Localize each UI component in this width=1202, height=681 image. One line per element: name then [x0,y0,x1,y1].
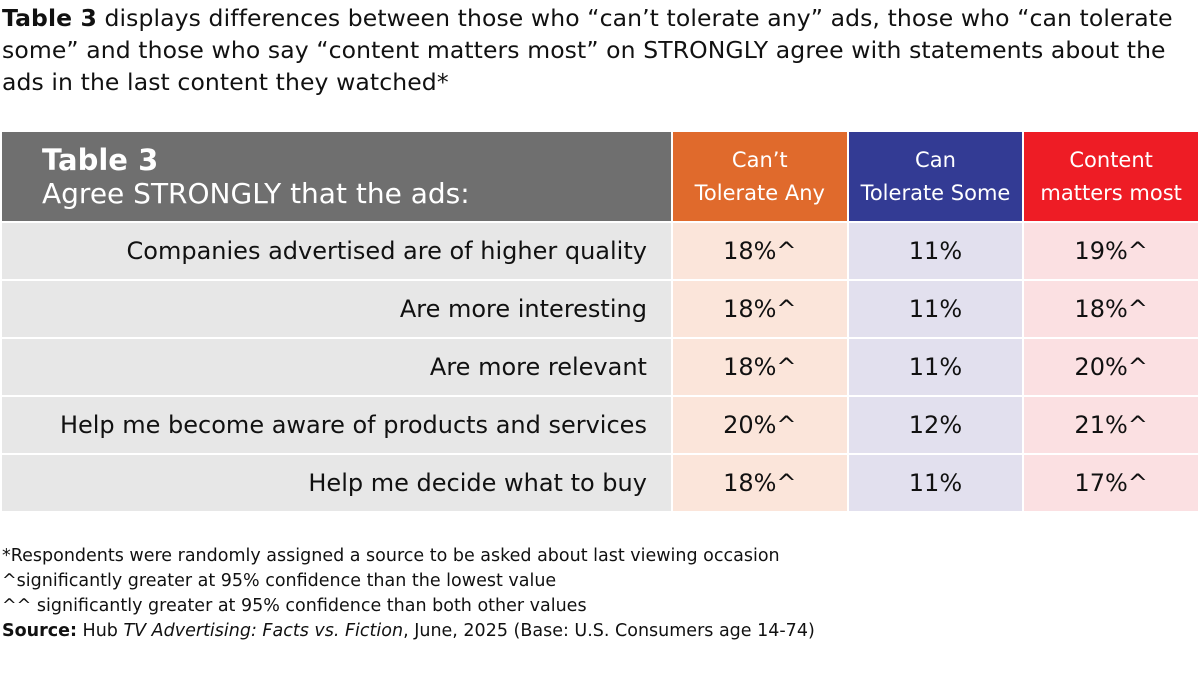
table-subtitle: Agree STRONGLY that the ads: [42,176,470,210]
data-table: Table 3 Agree STRONGLY that the ads: Can… [2,132,1198,511]
cell-cant-tolerate-any: 20%^ [670,395,847,453]
row-label: Help me decide what to buy [2,453,671,511]
cell-can-tolerate-some: 11% [846,337,1023,395]
cell-can-tolerate-some: 12% [846,395,1023,453]
source-label: Source: [2,621,77,641]
table-header-row: Table 3 Agree STRONGLY that the ads: Can… [2,132,1198,221]
cell-cant-tolerate-any: 18%^ [670,279,847,337]
intro-bold-lead: Table 3 [2,4,97,32]
table-row: Help me become aware of products and ser… [2,395,1198,453]
cell-content-matters-most: 19%^ [1022,221,1198,279]
table-row: Help me decide what to buy 18%^ 11% 17%^ [2,453,1198,511]
intro-text: displays differences between those who “… [2,4,1173,96]
row-label: Companies advertised are of higher quali… [2,221,671,279]
cell-cant-tolerate-any: 18%^ [670,337,847,395]
cell-cant-tolerate-any: 18%^ [670,453,847,511]
source-pre: Hub [76,621,124,641]
source-title: TV Advertising: Facts vs. Fiction [123,621,404,641]
column-header-can-tolerate-some: Can Tolerate Some [846,132,1023,221]
column-header-line2: matters most [1040,180,1182,205]
row-label: Help me become aware of products and ser… [2,395,671,453]
table-row: Are more interesting 18%^ 11% 18%^ [2,279,1198,337]
column-header-line1: Content [1069,147,1153,172]
cell-content-matters-most: 18%^ [1022,279,1198,337]
column-header-line2: Tolerate Any [694,180,825,205]
footnotes: *Respondents were randomly assigned a so… [2,544,1192,644]
row-label: Are more relevant [2,337,671,395]
cell-cant-tolerate-any: 18%^ [670,221,847,279]
cell-can-tolerate-some: 11% [846,279,1023,337]
table-header-title: Table 3 Agree STRONGLY that the ads: [2,132,671,221]
intro-paragraph: Table 3 displays differences between tho… [2,2,1198,98]
cell-can-tolerate-some: 11% [846,221,1023,279]
column-header-line1: Can’t [731,147,788,172]
column-header-cant-tolerate-any: Can’t Tolerate Any [670,132,847,221]
footnote-double-caret: ^^ significantly greater at 95% confiden… [2,596,587,616]
cell-can-tolerate-some: 11% [846,453,1023,511]
table-row: Are more relevant 18%^ 11% 20%^ [2,337,1198,395]
column-header-content-matters-most: Content matters most [1022,132,1198,221]
cell-content-matters-most: 17%^ [1022,453,1198,511]
column-header-line1: Can [915,147,956,172]
cell-content-matters-most: 21%^ [1022,395,1198,453]
table-title: Table 3 [42,142,159,177]
source-post: , June, 2025 (Base: U.S. Consumers age 1… [403,621,815,641]
table-row: Companies advertised are of higher quali… [2,221,1198,279]
source-line: Source: Hub TV Advertising: Facts vs. Fi… [2,619,1192,644]
row-label: Are more interesting [2,279,671,337]
cell-content-matters-most: 20%^ [1022,337,1198,395]
footnote-single-caret: ^significantly greater at 95% confidence… [2,571,557,591]
footnote-respondents: *Respondents were randomly assigned a so… [2,546,780,566]
column-header-line2: Tolerate Some [860,180,1011,205]
